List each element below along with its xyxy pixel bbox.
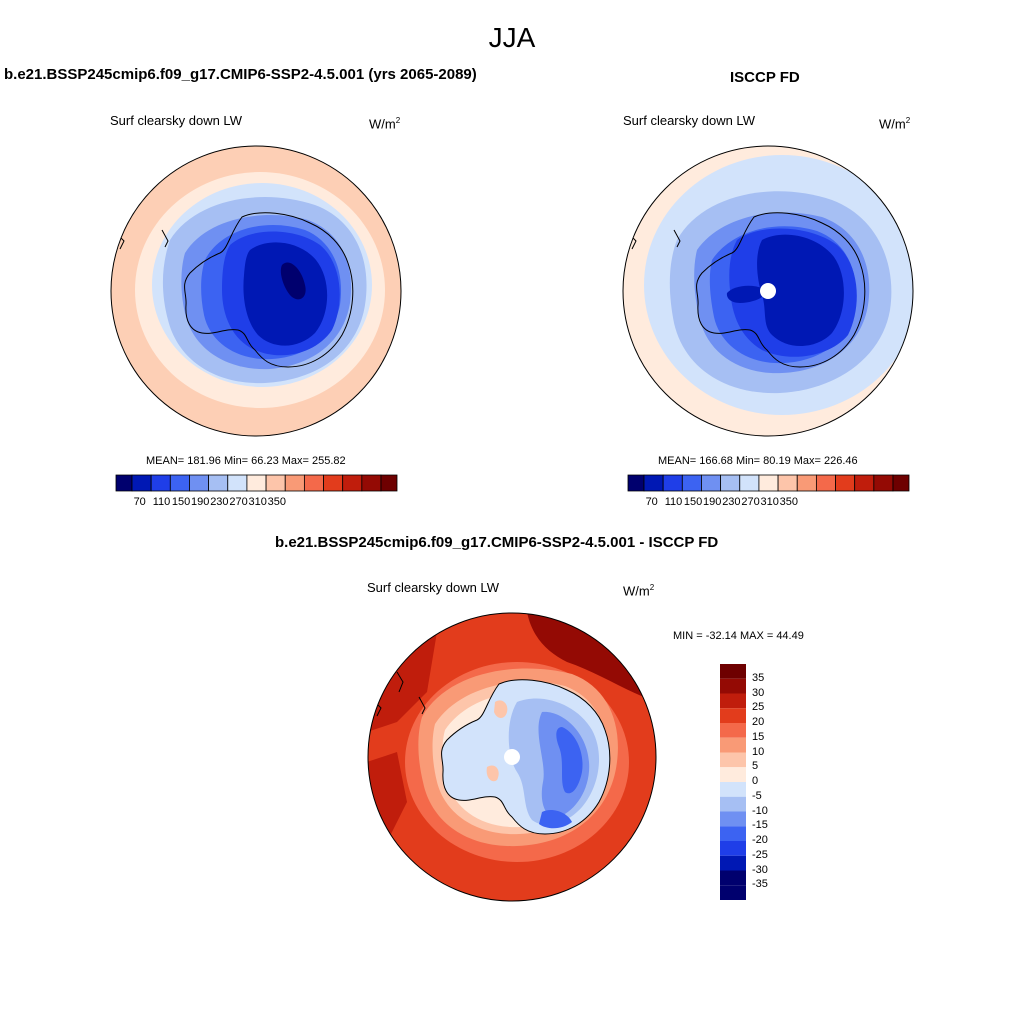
panel1-colorbar-tick: 230 (210, 496, 229, 508)
panel1-colorbar-ticks: 70 110 150 190 230 270 310 350 (116, 496, 397, 510)
panel2-colorbar-tick: 70 (645, 496, 658, 508)
panel2-colorbar-tick: 110 (664, 496, 683, 508)
panel3-colorbar-box (720, 811, 746, 827)
panel3-colorbar-tick: 25 (752, 701, 765, 714)
panel3-colorbar-box (720, 708, 746, 723)
panel3-colorbar-box (720, 841, 746, 856)
panel1-colorbar-box (115, 474, 133, 492)
panel3-colorbar-box (720, 693, 746, 709)
panel3-colorbar-box (720, 782, 746, 797)
panel3-colorbar-tick: -25 (752, 848, 768, 861)
panel3-units: W/m2 (623, 583, 655, 599)
panel1-subtitle: Surf clearsky down LW (110, 113, 242, 128)
panel1-colorbar-box (131, 474, 152, 492)
panel1-units: W/m2 (369, 116, 401, 132)
panel2-colorbar-box (758, 474, 779, 492)
panel2-colorbar-box (835, 474, 856, 492)
panel3-colorbar-box (720, 737, 746, 753)
panel3-colorbar-tick: 20 (752, 716, 765, 728)
panel1-title: b.e21.BSSP245cmip6.f09_g17.CMIP6-SSP2-4.… (4, 66, 477, 83)
panel2-colorbar-tick: 350 (779, 496, 798, 508)
panel2-colorbar-box (892, 474, 910, 492)
panel2-colorbar-box (854, 474, 875, 492)
panel3-colorbar-tick: 5 (752, 760, 759, 773)
panel3-colorbar-tick: 15 (752, 730, 765, 743)
panel1-colorbar-box (227, 474, 248, 492)
panel2-colorbar-box (796, 474, 817, 492)
panel1-colorbar-box (342, 474, 363, 492)
panel2-map (622, 145, 914, 437)
panel3-subtitle: Surf clearsky down LW (367, 580, 499, 595)
panel2-colorbar-box (777, 474, 798, 492)
panel3-colorbar-tick: 0 (752, 775, 759, 787)
panel3-colorbar-box (720, 767, 746, 782)
panel2-title: ISCCP FD (730, 69, 800, 86)
panel3-colorbar-box (720, 796, 746, 812)
panel2-colorbar-tick: 230 (722, 496, 741, 508)
panel2-colorbar (627, 474, 910, 492)
panel1-colorbar-tick: 190 (191, 496, 210, 508)
panel2-colorbar-tick: 270 (741, 496, 760, 508)
panel3-colorbar-tick: 30 (752, 686, 765, 699)
figure-suptitle: JJA (488, 22, 536, 53)
panel1-map (110, 145, 402, 437)
panel3-colorbar-tick: -30 (752, 863, 768, 876)
panel1-colorbar-box (265, 474, 286, 492)
panel2-colorbar-box (815, 474, 836, 492)
panel2-colorbar-box (720, 474, 741, 492)
panel3-colorbar-box (720, 678, 746, 694)
panel3-colorbar-box (720, 664, 746, 679)
panel2-colorbar-ticks: 70 110 150 190 230 270 310 350 (628, 496, 909, 510)
panel1-colorbar-box (246, 474, 267, 492)
panel1-colorbar-box (150, 474, 171, 492)
panel3-stats: MIN = -32.14 MAX = 44.49 (673, 630, 804, 642)
panel2-colorbar-box (643, 474, 664, 492)
panel1-colorbar-tick: 150 (171, 496, 191, 508)
panel1-colorbar-box (189, 474, 210, 492)
panel3-colorbar-tick: -20 (752, 834, 768, 846)
panel3-colorbar-tick: -5 (752, 789, 762, 802)
panel1-colorbar-tick: 70 (133, 496, 146, 508)
panel1-colorbar (115, 474, 398, 492)
panel2-colorbar-box (873, 474, 894, 492)
panel1-colorbar-box (169, 474, 190, 492)
panel2-colorbar-box (739, 474, 760, 492)
panel3-colorbar-box (720, 855, 746, 871)
panel1-colorbar-box (380, 474, 398, 492)
panel1-colorbar-tick: 270 (229, 496, 248, 508)
panel2-colorbar-tick: 310 (760, 496, 779, 508)
panel1-stats: MEAN= 181.96 Min= 66.23 Max= 255.82 (146, 455, 346, 467)
panel2-colorbar-box (627, 474, 645, 492)
panel1-colorbar-box (323, 474, 344, 492)
panel3-colorbar-tick: -15 (752, 819, 768, 832)
panel1-colorbar-box (284, 474, 305, 492)
panel2-colorbar-box (662, 474, 683, 492)
panel3-colorbar-box (720, 870, 746, 886)
panel3-colorbar (720, 664, 746, 900)
panel1-colorbar-tick: 310 (248, 496, 267, 508)
panel1-colorbar-box (361, 474, 382, 492)
panel2-subtitle: Surf clearsky down LW (623, 113, 755, 128)
panel3-colorbar-tick: -10 (752, 804, 768, 817)
panel1-colorbar-tick: 350 (267, 496, 286, 508)
panel3-title: b.e21.BSSP245cmip6.f09_g17.CMIP6-SSP2-4.… (275, 534, 719, 551)
panel2-units: W/m2 (879, 116, 911, 132)
panel3-colorbar-tick: -35 (752, 878, 768, 891)
panel2-colorbar-box (701, 474, 722, 492)
panel2-colorbar-box (681, 474, 702, 492)
panel3-colorbar-ticks: 35 30 25 20 15 10 5 0 -5 -10 -15 -20 -25 -30 -35 (752, 664, 792, 900)
panel1-colorbar-box (208, 474, 229, 492)
panel3-colorbar-box (720, 723, 746, 738)
panel3-colorbar-box (720, 826, 746, 841)
panel3-colorbar-box (720, 885, 746, 900)
panel2-stats: MEAN= 166.68 Min= 80.19 Max= 226.46 (658, 455, 858, 467)
panel3-colorbar-box (720, 752, 746, 768)
panel3-colorbar-tick: 35 (752, 671, 765, 684)
panel1-colorbar-tick: 110 (152, 496, 171, 508)
panel1-colorbar-box (303, 474, 324, 492)
panel2-colorbar-tick: 150 (683, 496, 703, 508)
panel3-colorbar-tick: 10 (752, 745, 765, 758)
panel3-map (367, 612, 657, 902)
panel2-colorbar-tick: 190 (703, 496, 722, 508)
